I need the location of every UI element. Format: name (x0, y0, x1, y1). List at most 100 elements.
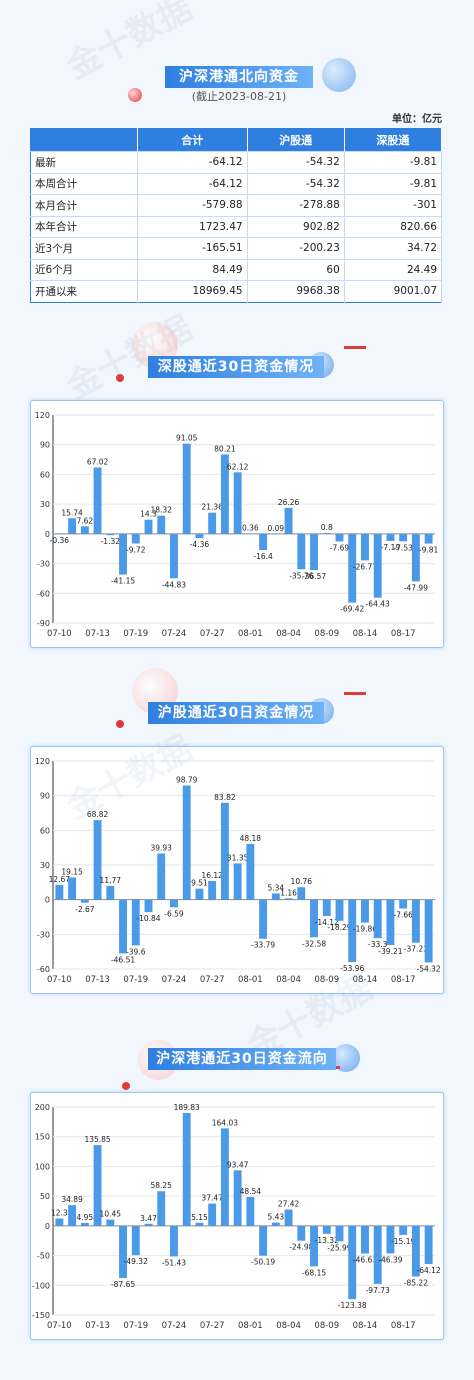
x-tick-label: 08-14 (353, 975, 378, 985)
bar (322, 899, 331, 916)
data-label: 7.62 (76, 516, 93, 525)
data-label: -32.58 (302, 939, 326, 948)
y-tick-label: -100 (32, 1281, 50, 1290)
table-cell: 1723.47 (137, 215, 248, 238)
bar (144, 1223, 153, 1226)
data-label: 34.89 (61, 1195, 83, 1204)
bar (373, 899, 382, 939)
y-tick-label: 30 (40, 861, 50, 870)
table-row: 近3个月 -165.51 -200.23 34.72 (30, 237, 443, 259)
table-cell: 84.49 (137, 258, 248, 281)
data-label: 39.93 (150, 844, 172, 853)
data-label: -85.22 (404, 1279, 428, 1288)
chart-hugu: -60 -30 0 30 60 90 120 12.67 19.15 -2.67 68.82 11.7… (30, 746, 444, 994)
data-label: 18.32 (150, 506, 172, 515)
bar (424, 1225, 433, 1264)
table-cell: -54.32 (247, 172, 345, 195)
bar (284, 898, 293, 900)
x-tick-label: 07-10 (47, 629, 72, 639)
data-label: -1.32 (101, 537, 121, 546)
deco-circle-red-small (122, 1082, 130, 1090)
bar (55, 533, 64, 535)
y-tick-label: -50 (37, 1252, 50, 1261)
bar (68, 877, 77, 900)
bar (93, 820, 102, 900)
data-label: -9.81 (419, 546, 439, 555)
bar (106, 533, 115, 536)
data-label: 19.15 (61, 868, 83, 877)
data-label: -35.76 (289, 571, 313, 580)
bar (386, 899, 395, 945)
data-label: 58.25 (150, 1181, 172, 1190)
bar (348, 533, 357, 603)
bar (80, 1222, 89, 1226)
bar (284, 1209, 293, 1226)
y-tick-label: -30 (37, 930, 50, 939)
deco-circle-red-small (116, 720, 124, 728)
y-tick-label: 0 (45, 1222, 50, 1231)
bar (119, 899, 127, 954)
data-label: 189.83 (174, 1103, 200, 1112)
data-label: -47.99 (404, 583, 428, 592)
y-tick-label: 0 (45, 530, 50, 539)
data-label: -41.15 (111, 577, 135, 586)
data-label: -14.12 (315, 918, 339, 927)
row-label: 开通以来 (30, 280, 138, 302)
bar (182, 785, 191, 900)
data-label: -16.4 (253, 552, 273, 561)
data-label: -64.12 (417, 1266, 441, 1275)
bar (55, 885, 64, 900)
bar (271, 1222, 280, 1226)
bar (170, 533, 178, 579)
data-label: 80.21 (214, 444, 236, 453)
bar (182, 1113, 191, 1226)
bar (284, 507, 293, 534)
deco-red-dash (344, 692, 366, 695)
bar (361, 899, 369, 923)
bar (411, 533, 420, 582)
chart-shengu: -90 -60 -30 0 30 60 90 120 -0.36 15.74 7.62 67.02 -1… (30, 400, 444, 648)
data-label: -50.19 (251, 1258, 275, 1267)
data-label: -51.43 (162, 1258, 186, 1267)
bar (348, 1225, 357, 1300)
x-tick-label: 07-27 (200, 1321, 225, 1331)
bar (322, 533, 331, 534)
data-label: 27.42 (278, 1200, 300, 1209)
data-label: 12.67 (49, 875, 71, 884)
bar (259, 899, 268, 939)
bar (68, 1205, 77, 1226)
bar (399, 533, 408, 542)
data-label: -9.72 (126, 545, 146, 554)
bar (310, 899, 318, 938)
bar (386, 1225, 395, 1254)
bar-chart-shengu: -90 -60 -30 0 30 60 90 120 -0.36 15.747.62 67.02 -1… (35, 411, 439, 639)
data-label: -36.57 (302, 572, 326, 581)
bar (182, 443, 191, 534)
data-label: 10.45 (100, 1210, 122, 1219)
unit-label: 单位：亿元 (392, 114, 442, 125)
y-tick-label: 90 (40, 792, 50, 801)
bar (373, 1225, 382, 1284)
bar (335, 533, 344, 542)
bar (93, 1145, 102, 1226)
y-tick-label: 0 (45, 896, 50, 905)
y-tick-label: -60 (37, 589, 50, 598)
table-cell: -165.51 (137, 237, 248, 259)
bar (399, 1225, 408, 1235)
y-tick-label: 120 (35, 411, 50, 420)
bar (411, 899, 420, 943)
bar (195, 533, 204, 539)
y-tick-label: -90 (37, 619, 50, 628)
y-tick-label: 200 (35, 1103, 50, 1112)
bar (246, 843, 255, 900)
data-label: -69.42 (340, 605, 364, 614)
x-tick-label: 08-17 (391, 975, 416, 985)
data-label: -123.38 (338, 1301, 367, 1310)
x-tick-label: 08-09 (314, 1321, 339, 1331)
x-tick-label: 08-01 (238, 629, 263, 639)
data-label: 83.82 (214, 793, 236, 802)
table-cell: -200.23 (247, 237, 345, 259)
data-label: 5.43 (267, 1213, 284, 1222)
table-cell: -9.81 (344, 151, 443, 173)
bar (297, 1225, 306, 1241)
